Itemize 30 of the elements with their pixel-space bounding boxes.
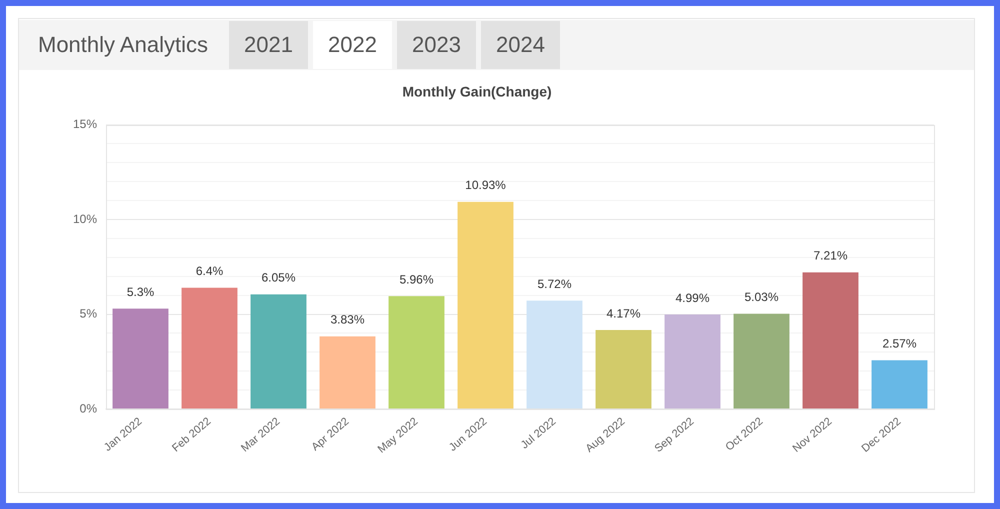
- bar: [526, 300, 582, 408]
- data-label: 5.3%: [126, 284, 154, 299]
- data-label: 5.96%: [399, 272, 434, 286]
- data-label: 5.03%: [744, 290, 779, 304]
- data-label: 3.83%: [330, 312, 365, 327]
- bar: [388, 296, 444, 408]
- data-label: 10.93%: [465, 178, 506, 192]
- data-label: 7.21%: [813, 248, 848, 263]
- y-tick-label: 0%: [80, 401, 98, 416]
- data-label: 6.4%: [196, 264, 224, 278]
- bar: [596, 330, 652, 408]
- data-label: 5.72%: [537, 276, 572, 291]
- bar: [664, 314, 720, 408]
- bar: [320, 336, 376, 408]
- bar: [802, 272, 858, 408]
- bar: [734, 314, 790, 408]
- bar: [112, 308, 168, 408]
- y-tick-label: 10%: [72, 212, 98, 226]
- bar: [182, 288, 238, 408]
- data-label: 4.99%: [675, 290, 710, 305]
- chart-title: Monthly Gain(Change): [402, 83, 552, 100]
- data-label: 4.17%: [606, 306, 641, 320]
- bar: [250, 294, 306, 408]
- bar: [872, 360, 928, 408]
- y-tick-label: 5%: [80, 306, 98, 321]
- text: Monthly Analytics: [37, 31, 209, 59]
- data-label: 6.05%: [261, 270, 296, 285]
- bar: [458, 202, 514, 408]
- y-tick-label: 15%: [72, 117, 98, 132]
- data-label: 2.57%: [882, 336, 917, 351]
